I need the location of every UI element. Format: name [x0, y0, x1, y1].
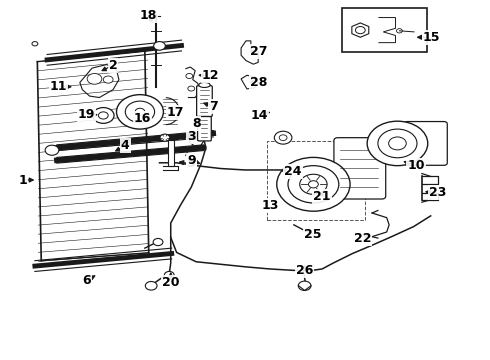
Bar	[342, 8, 427, 51]
Text: 7: 7	[209, 100, 218, 113]
Text: 22: 22	[353, 231, 371, 244]
Circle shape	[396, 29, 402, 33]
Circle shape	[98, 112, 108, 119]
Circle shape	[274, 131, 292, 144]
Circle shape	[300, 174, 327, 194]
Text: 8: 8	[192, 117, 200, 130]
Circle shape	[125, 101, 155, 123]
Text: 1: 1	[18, 174, 27, 186]
Circle shape	[154, 41, 165, 50]
Text: 27: 27	[250, 45, 268, 58]
Circle shape	[279, 135, 287, 140]
Text: 21: 21	[314, 190, 331, 203]
Circle shape	[87, 73, 102, 84]
Text: 12: 12	[202, 69, 220, 82]
Text: 2: 2	[109, 59, 118, 72]
Text: 19: 19	[77, 108, 95, 121]
Circle shape	[355, 27, 365, 34]
Text: 16: 16	[134, 112, 151, 125]
Circle shape	[160, 134, 170, 141]
FancyBboxPatch shape	[197, 117, 211, 141]
Text: 20: 20	[162, 276, 179, 289]
Circle shape	[164, 271, 174, 279]
Text: 9: 9	[187, 154, 196, 167]
Text: 10: 10	[407, 159, 425, 172]
Circle shape	[277, 157, 350, 211]
Circle shape	[135, 108, 145, 116]
Text: 23: 23	[429, 186, 447, 199]
Circle shape	[45, 145, 59, 155]
Text: 11: 11	[49, 80, 67, 93]
FancyBboxPatch shape	[334, 138, 386, 199]
Circle shape	[288, 166, 339, 203]
Circle shape	[389, 137, 406, 150]
Circle shape	[378, 129, 417, 158]
Circle shape	[367, 121, 428, 166]
Circle shape	[117, 95, 163, 129]
FancyBboxPatch shape	[404, 122, 447, 165]
Bar	[168, 140, 173, 166]
Text: 3: 3	[187, 130, 196, 144]
Text: 17: 17	[167, 106, 184, 119]
Text: 24: 24	[284, 165, 302, 177]
Text: 28: 28	[250, 76, 268, 89]
Circle shape	[309, 181, 318, 188]
Circle shape	[298, 281, 311, 291]
Circle shape	[188, 86, 195, 91]
Circle shape	[186, 73, 193, 78]
Ellipse shape	[199, 82, 210, 87]
Text: 5: 5	[187, 157, 196, 170]
Text: 18: 18	[140, 9, 157, 22]
Circle shape	[153, 238, 163, 246]
Text: 14: 14	[251, 109, 269, 122]
Text: 25: 25	[304, 228, 321, 241]
FancyBboxPatch shape	[196, 86, 212, 117]
Circle shape	[93, 108, 114, 123]
Circle shape	[146, 282, 157, 290]
Text: 26: 26	[296, 264, 313, 277]
Circle shape	[32, 41, 38, 46]
Text: 13: 13	[262, 199, 279, 212]
Text: 15: 15	[423, 31, 441, 44]
Text: 4: 4	[121, 139, 130, 152]
Bar	[267, 141, 365, 220]
Text: 6: 6	[82, 274, 91, 287]
Circle shape	[103, 76, 113, 83]
